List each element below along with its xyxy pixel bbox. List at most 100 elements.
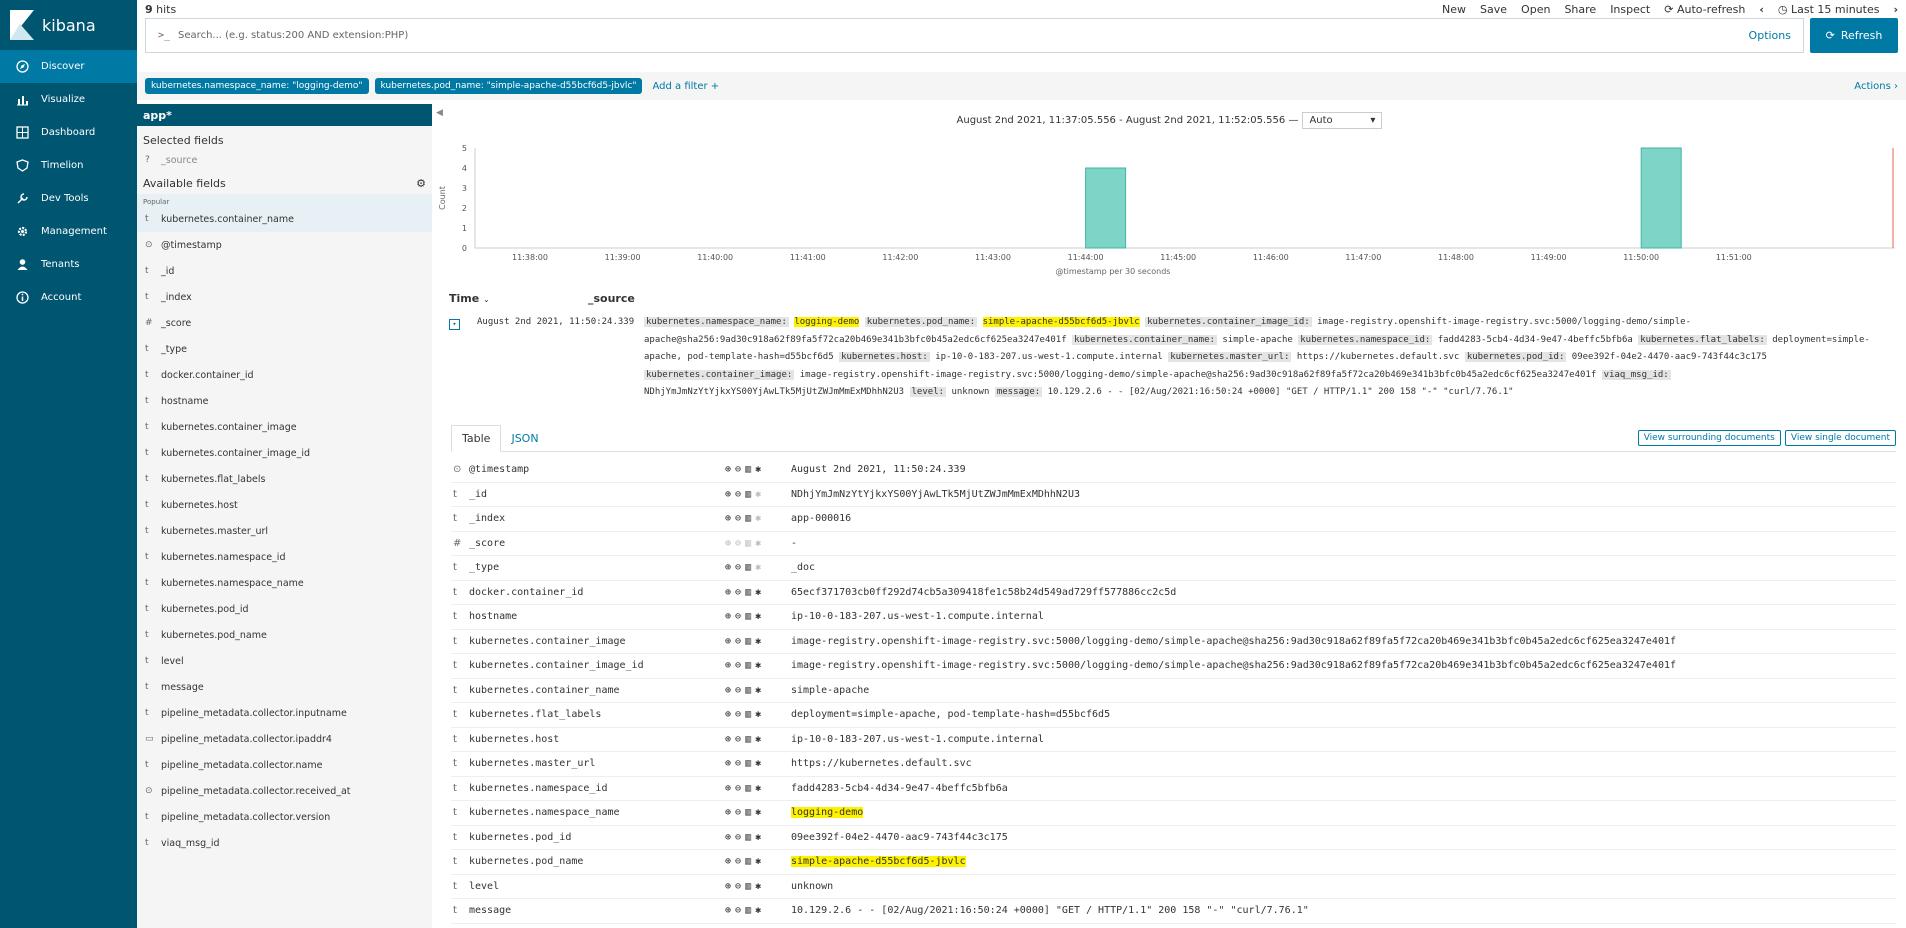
filter-exists-icon[interactable]: ✱ (755, 782, 762, 794)
zoom-out-icon[interactable]: ⊖ (735, 513, 742, 525)
filter-exists-icon[interactable]: ✱ (755, 488, 762, 500)
filter-exists-icon[interactable]: ✱ (755, 880, 762, 892)
view-single-button[interactable]: View single document (1784, 430, 1896, 446)
field-item[interactable]: t _index (137, 284, 432, 310)
zoom-in-icon[interactable]: ⊕ (725, 586, 732, 598)
field-item[interactable]: ▭ pipeline_metadata.collector.ipaddr4 (137, 726, 432, 752)
filter-exists-icon[interactable]: ✱ (755, 684, 762, 696)
field-item[interactable]: t level (137, 648, 432, 674)
selected-field[interactable]: ? _source (145, 154, 198, 166)
toggle-column-icon[interactable]: ▥ (745, 831, 752, 843)
gear-icon[interactable]: ⚙ (416, 177, 426, 190)
toggle-column-icon[interactable]: ▥ (745, 488, 752, 500)
field-item[interactable]: t kubernetes.namespace_name (137, 570, 432, 596)
save-button[interactable]: Save (1480, 2, 1508, 16)
kibana-logo[interactable]: kibana (0, 0, 137, 50)
zoom-out-icon[interactable]: ⊖ (735, 758, 742, 770)
field-item[interactable]: t viaq_msg_id (137, 830, 432, 856)
filter-pill-namespace[interactable]: kubernetes.namespace_name: "logging-demo… (145, 78, 369, 94)
nav-item-timelion[interactable]: Timelion (0, 149, 137, 182)
zoom-in-icon[interactable]: ⊕ (725, 660, 732, 672)
filter-exists-icon[interactable]: ✱ (755, 831, 762, 843)
zoom-out-icon[interactable]: ⊖ (735, 856, 742, 868)
field-item[interactable]: t kubernetes.container_name (137, 206, 432, 232)
field-item[interactable]: t kubernetes.host (137, 492, 432, 518)
filter-exists-icon[interactable]: ✱ (755, 464, 762, 476)
time-back-icon[interactable]: ‹ (1759, 2, 1764, 16)
toggle-column-icon[interactable]: ▥ (745, 709, 752, 721)
toggle-column-icon[interactable]: ▥ (745, 880, 752, 892)
field-item[interactable]: t kubernetes.master_url (137, 518, 432, 544)
toggle-column-icon[interactable]: ▥ (745, 905, 752, 917)
field-item[interactable]: t _id (137, 258, 432, 284)
toggle-column-icon[interactable]: ▥ (745, 464, 752, 476)
zoom-in-icon[interactable]: ⊕ (725, 880, 732, 892)
tab-table[interactable]: Table (451, 425, 502, 452)
nav-item-dashboard[interactable]: Dashboard (0, 116, 137, 149)
toggle-column-icon[interactable]: ▥ (745, 562, 752, 574)
field-item[interactable]: t docker.container_id (137, 362, 432, 388)
inspect-button[interactable]: Inspect (1610, 2, 1651, 16)
zoom-in-icon[interactable]: ⊕ (725, 733, 732, 745)
filter-pill-pod[interactable]: kubernetes.pod_name: "simple-apache-d55b… (374, 78, 643, 94)
time-forward-icon[interactable]: › (1893, 2, 1898, 16)
field-item[interactable]: t message (137, 674, 432, 700)
toggle-column-icon[interactable]: ▥ (745, 660, 752, 672)
zoom-in-icon[interactable]: ⊕ (725, 758, 732, 770)
zoom-out-icon[interactable]: ⊖ (735, 611, 742, 623)
field-item[interactable]: t hostname (137, 388, 432, 414)
nav-item-visualize[interactable]: Visualize (0, 83, 137, 116)
field-item[interactable]: # _score (137, 310, 432, 336)
new-button[interactable]: New (1442, 2, 1467, 16)
filter-exists-icon[interactable]: ✱ (755, 758, 762, 770)
zoom-out-icon[interactable]: ⊖ (735, 733, 742, 745)
toggle-column-icon[interactable]: ▥ (745, 513, 752, 525)
share-button[interactable]: Share (1564, 2, 1597, 16)
zoom-out-icon[interactable]: ⊖ (735, 831, 742, 843)
zoom-in-icon[interactable]: ⊕ (725, 488, 732, 500)
zoom-in-icon[interactable]: ⊕ (725, 782, 732, 794)
zoom-out-icon[interactable]: ⊖ (735, 635, 742, 647)
zoom-out-icon[interactable]: ⊖ (735, 464, 742, 476)
open-button[interactable]: Open (1521, 2, 1551, 16)
filter-exists-icon[interactable]: ✱ (755, 611, 762, 623)
field-item[interactable]: t kubernetes.pod_id (137, 596, 432, 622)
zoom-in-icon[interactable]: ⊕ (725, 537, 732, 549)
field-item[interactable]: t pipeline_metadata.collector.version (137, 804, 432, 830)
zoom-out-icon[interactable]: ⊖ (735, 807, 742, 819)
expand-toggle-icon[interactable]: ▾ (449, 319, 460, 330)
zoom-out-icon[interactable]: ⊖ (735, 905, 742, 917)
doc-row[interactable]: ▾ August 2nd 2021, 11:50:24.339 kubernet… (449, 314, 1896, 402)
filter-exists-icon[interactable]: ✱ (755, 513, 762, 525)
zoom-in-icon[interactable]: ⊕ (725, 684, 732, 696)
toggle-column-icon[interactable]: ▥ (745, 807, 752, 819)
zoom-out-icon[interactable]: ⊖ (735, 880, 742, 892)
field-item[interactable]: t _type (137, 336, 432, 362)
tab-json[interactable]: JSON (511, 432, 539, 445)
zoom-in-icon[interactable]: ⊕ (725, 611, 732, 623)
zoom-in-icon[interactable]: ⊕ (725, 831, 732, 843)
zoom-in-icon[interactable]: ⊕ (725, 513, 732, 525)
zoom-in-icon[interactable]: ⊕ (725, 464, 732, 476)
filter-exists-icon[interactable]: ✱ (755, 733, 762, 745)
zoom-in-icon[interactable]: ⊕ (725, 905, 732, 917)
toggle-column-icon[interactable]: ▥ (745, 782, 752, 794)
nav-item-account[interactable]: Account (0, 281, 137, 314)
auto-refresh-button[interactable]: ⟳ Auto-refresh (1664, 2, 1746, 16)
collapse-sidebar-icon[interactable]: ◀ (436, 108, 443, 118)
nav-item-discover[interactable]: Discover (0, 50, 137, 83)
search-input[interactable]: >_ Search... (e.g. status:200 AND extensi… (145, 18, 1804, 53)
zoom-in-icon[interactable]: ⊕ (725, 635, 732, 647)
field-item[interactable]: t kubernetes.flat_labels (137, 466, 432, 492)
options-button[interactable]: Options (1748, 29, 1791, 42)
filter-exists-icon[interactable]: ✱ (755, 709, 762, 721)
nav-item-tenants[interactable]: Tenants (0, 248, 137, 281)
filter-exists-icon[interactable]: ✱ (755, 807, 762, 819)
field-item[interactable]: t kubernetes.container_image_id (137, 440, 432, 466)
index-pattern[interactable]: app* (137, 104, 432, 126)
zoom-out-icon[interactable]: ⊖ (735, 660, 742, 672)
filter-exists-icon[interactable]: ✱ (755, 562, 762, 574)
toggle-column-icon[interactable]: ▥ (745, 635, 752, 647)
toggle-column-icon[interactable]: ▥ (745, 537, 752, 549)
time-range-button[interactable]: ◷ Last 15 minutes (1777, 2, 1880, 16)
